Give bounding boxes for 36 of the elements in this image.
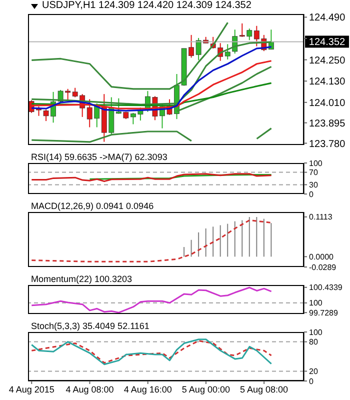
x-tick-label: 4 Aug 2015 xyxy=(8,384,54,394)
x-tick-label: 5 Aug 00:00 xyxy=(182,384,230,394)
chart-title: MACD(12,26,9) 0.0941 0.0946 xyxy=(31,200,154,212)
y-tick-label: 0.0000 xyxy=(309,252,334,262)
chart-title: Momentum(22) 100.3203 xyxy=(31,273,132,285)
y-tick-label: 124.010 xyxy=(309,98,346,109)
y-tick-label: 99.7289 xyxy=(309,308,338,318)
x-tick-label: 4 Aug 08:00 xyxy=(66,384,114,394)
y-tick-label: 70 xyxy=(309,168,318,178)
y-tick-label: 123.780 xyxy=(309,138,346,150)
x-tick-label: 5 Aug 08:00 xyxy=(240,384,288,394)
y-tick-label: 30 xyxy=(309,180,318,190)
y-tick-label: 124.130 xyxy=(309,76,346,88)
y-tick-label: 100 xyxy=(309,298,323,308)
y-tick-label: 100.4339 xyxy=(309,283,343,292)
ref-line-label: 124.352 xyxy=(308,37,346,48)
chart-title: Stoch(5,3,3) 35.4049 52.1161 xyxy=(31,320,150,332)
line-series xyxy=(30,219,272,262)
y-tick-label: 20 xyxy=(309,367,318,376)
chart-title: RSI(14) 59.6635 ->MA(7) 62.3093 xyxy=(31,151,168,163)
y-tick-label: 123.895 xyxy=(309,118,346,130)
x-tick-label: 4 Aug 16:00 xyxy=(124,384,172,394)
line-series xyxy=(30,173,272,182)
y-tick-label: 124.490 xyxy=(309,12,346,24)
y-tick-label: 100 xyxy=(309,328,323,337)
y-tick-label: 0 xyxy=(309,190,314,199)
y-tick-label: 0 xyxy=(309,376,314,386)
line-series xyxy=(30,82,272,106)
line-series xyxy=(30,286,272,314)
y-tick-label: 100 xyxy=(309,158,323,168)
y-tick-label: 80 xyxy=(309,338,318,347)
y-tick-label: -0.0289 xyxy=(309,262,337,272)
line-series xyxy=(30,22,229,90)
y-tick-label: 124.250 xyxy=(309,55,346,66)
y-tick-label: 0.1113 xyxy=(309,212,333,222)
chart-title: USDJPY,H1 124.309 124.420 124.309 124.352 xyxy=(42,0,252,12)
